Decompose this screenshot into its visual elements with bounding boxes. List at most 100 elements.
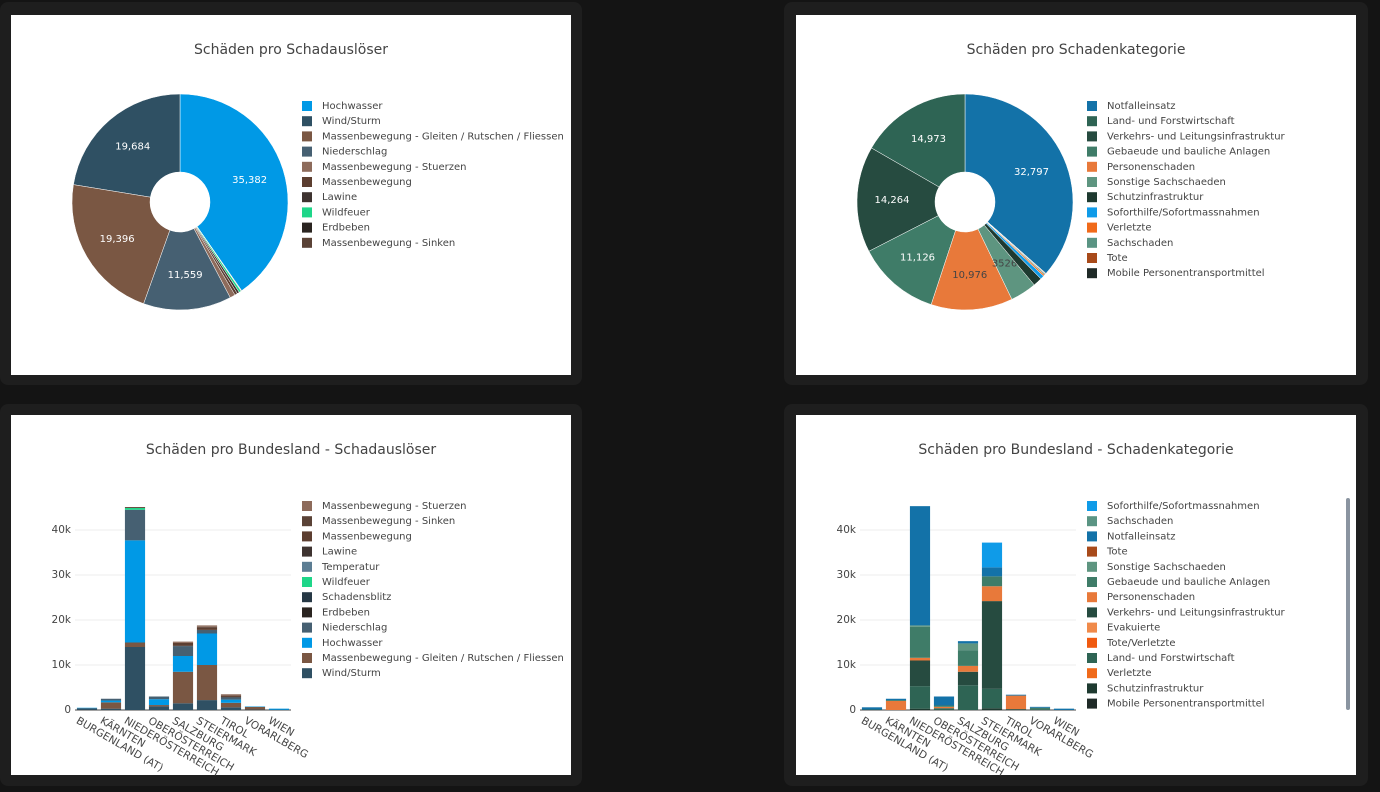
bar-segment <box>196 627 218 630</box>
legend-swatch <box>302 592 312 603</box>
bar-segment <box>1005 695 1027 710</box>
legend-label: Schutzinfrastruktur <box>1107 192 1204 203</box>
legend-swatch <box>1087 698 1097 709</box>
chart-title: Schäden pro Schadauslöser <box>194 42 388 58</box>
chart: Schäden pro Bundesland - Schadauslöser 0 1… <box>52 442 564 779</box>
bar-segment <box>933 708 955 710</box>
bar-segment <box>172 656 194 672</box>
bar-segment <box>172 641 194 643</box>
bar-segment <box>1005 709 1027 710</box>
data-label: 32,797 <box>1014 167 1049 178</box>
bar-segment <box>909 660 931 687</box>
bar-segment <box>909 657 931 661</box>
legend-label: Tote <box>1106 547 1128 558</box>
bar-segment <box>220 699 242 703</box>
legend-swatch <box>302 607 312 618</box>
legend-label: Mobile Personentransportmittel <box>1107 268 1265 279</box>
legend-swatch <box>302 577 312 587</box>
bar-segment <box>885 700 907 701</box>
bar-segment <box>981 576 1003 587</box>
legend-label: Evakuierte <box>1107 623 1160 634</box>
chart-panel <box>796 415 1356 775</box>
legend-swatch <box>302 131 312 142</box>
legend-label: Wind/Sturm <box>322 668 381 679</box>
bar-segment <box>909 506 931 626</box>
legend-swatch <box>1087 161 1097 172</box>
bar-segment <box>1053 708 1075 710</box>
bar-segment <box>196 700 218 710</box>
bar-segment <box>909 708 931 710</box>
bar-segment <box>1029 709 1051 710</box>
legend-label: Personenschaden <box>1107 592 1195 603</box>
legend-label: Land- und Forstwirtschaft <box>1107 653 1235 664</box>
legend-swatch <box>302 653 312 663</box>
legend-swatch <box>1087 637 1097 648</box>
y-tick-label: 30k <box>837 569 857 581</box>
bar-segment <box>981 567 1003 577</box>
bar-segment <box>861 707 883 710</box>
pie-slice <box>964 93 1074 274</box>
legend-label: Gebaeude und bauliche Anlagen <box>1107 147 1270 158</box>
pie-slice <box>868 215 956 305</box>
legend-label: Sonstige Sachschaeden <box>1107 177 1226 188</box>
bar-segment <box>100 708 122 710</box>
y-tick-label: 10k <box>837 659 857 671</box>
legend-label: Massenbewegung - Stuerzen <box>322 162 466 173</box>
legend-swatch <box>1087 116 1097 127</box>
legend-label: Wind/Sturm <box>322 116 381 127</box>
legend-swatch <box>1087 101 1097 111</box>
legend-label: Lawine <box>322 192 357 203</box>
bar-segment <box>220 697 242 700</box>
legend-swatch <box>302 161 312 172</box>
legend-swatch <box>1087 668 1097 679</box>
pie-slice <box>179 93 289 291</box>
legend-label: Verletzte <box>1107 223 1152 234</box>
legend-label: Mobile Personentransportmittel <box>1107 699 1265 710</box>
legend-swatch <box>302 516 312 527</box>
bar-segment <box>957 685 979 710</box>
bar-segment <box>148 705 170 707</box>
legend-label: Erdbeben <box>322 223 370 234</box>
legend-swatch <box>302 668 312 679</box>
legend-label: Gebaeude und bauliche Anlagen <box>1107 577 1270 588</box>
bar-segment <box>933 706 955 709</box>
legend-label: Wildfeuer <box>322 577 371 588</box>
legend-scrollbar[interactable] <box>1346 498 1350 710</box>
legend-label: Massenbewegung - Sinken <box>322 516 455 527</box>
bar-segment <box>196 629 218 634</box>
data-label: 3526 <box>992 258 1017 269</box>
y-tick-label: 20k <box>52 614 72 626</box>
legend-swatch <box>302 222 312 233</box>
pie-slice <box>871 93 966 188</box>
bar-segment <box>957 641 979 644</box>
legend-swatch <box>1087 516 1097 527</box>
bar-segment <box>100 702 122 709</box>
pie-slice <box>196 226 243 292</box>
legend-label: Niederschlag <box>322 147 387 158</box>
data-label: 11,559 <box>168 270 203 281</box>
chart-title: Schäden pro Bundesland - Schadenkategori… <box>918 442 1233 458</box>
legend-label: Sonstige Sachschaeden <box>1107 562 1226 573</box>
bar-segment <box>196 626 218 628</box>
legend-swatch <box>1087 192 1097 203</box>
legend-swatch <box>1087 146 1097 157</box>
legend-swatch <box>302 237 312 248</box>
bar-segment <box>220 702 242 708</box>
bar-segment <box>981 542 1003 568</box>
legend-swatch <box>302 531 312 542</box>
bar-segment <box>1029 707 1051 710</box>
bar-segment <box>220 707 242 710</box>
pie-slice <box>987 221 1047 275</box>
pie-slice <box>143 228 231 311</box>
legend-swatch <box>1087 131 1097 142</box>
bar-segment <box>933 705 955 707</box>
legend-label: Notfalleinsatz <box>1107 531 1176 542</box>
bar-segment <box>124 642 146 647</box>
legend-label: Schadensblitz <box>322 592 391 603</box>
bar-segment <box>172 646 194 656</box>
legend-label: Massenbewegung - Stuerzen <box>322 501 466 512</box>
chart: Schäden pro Schadauslöser 35,382 19,684 19,… <box>71 42 564 311</box>
bar-segment <box>148 706 170 710</box>
bar-segment <box>981 688 1003 709</box>
bar-segment <box>124 540 146 643</box>
